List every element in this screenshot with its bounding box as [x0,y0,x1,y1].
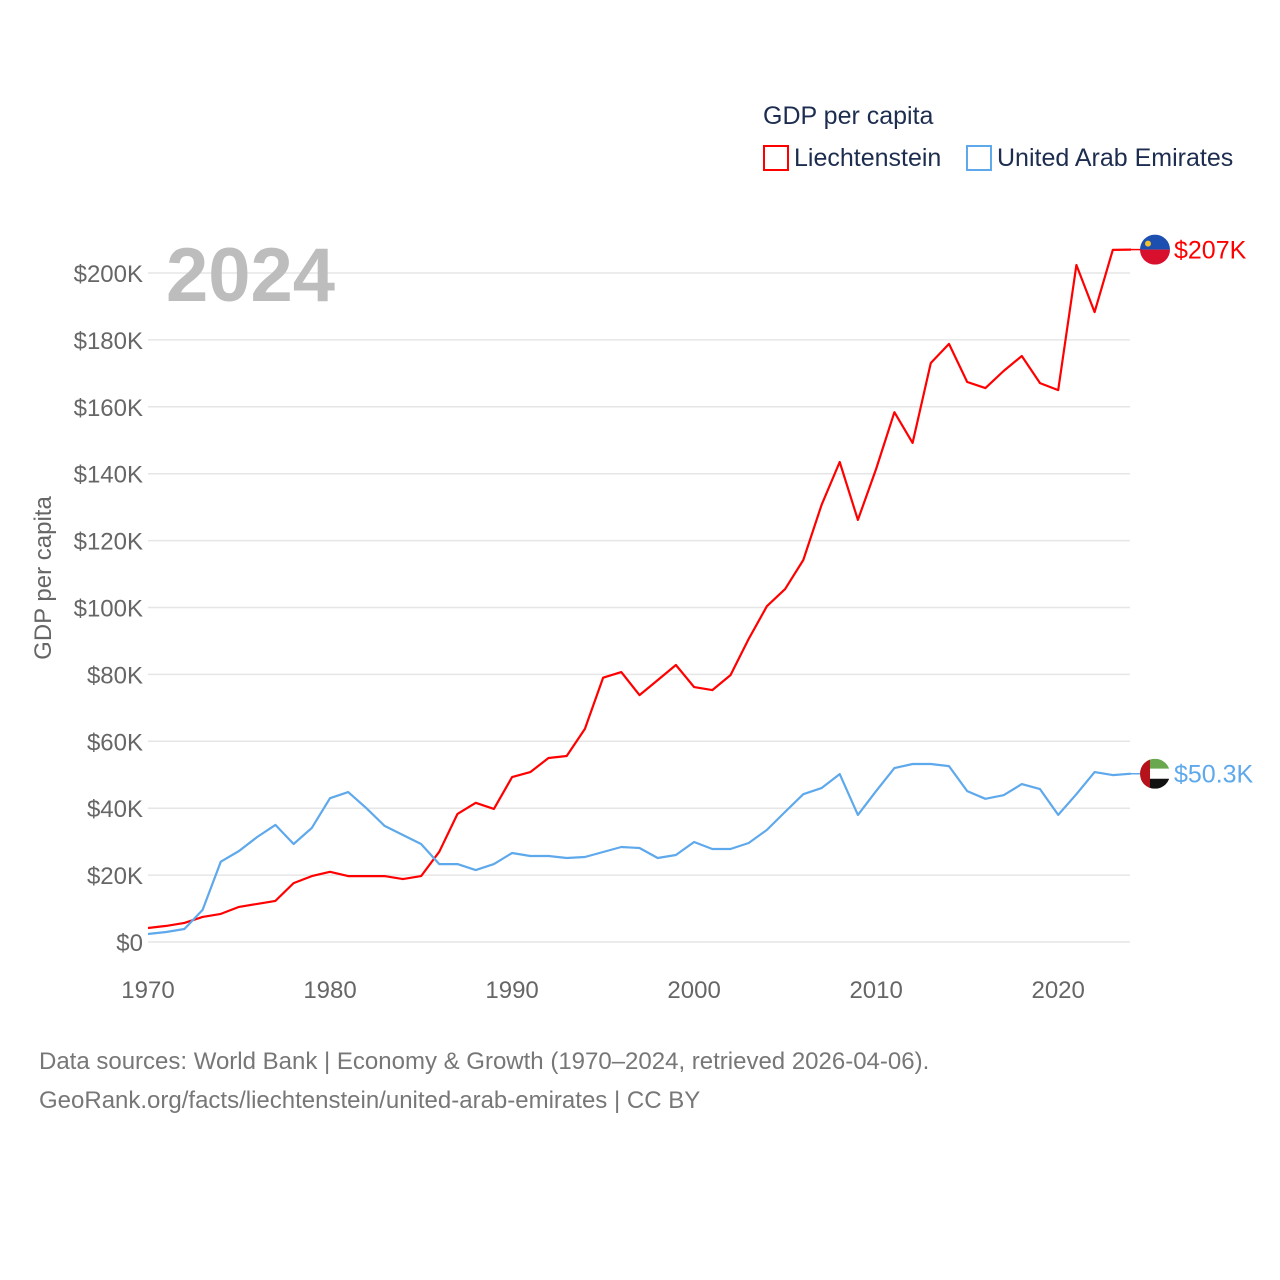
x-tick-label: 1970 [121,977,174,1004]
source-line-2[interactable]: GeoRank.org/facts/liechtenstein/united-a… [39,1087,700,1114]
x-tick-label: 2010 [849,977,902,1004]
series-end-labels: $207K $50.3K [1131,234,1254,789]
y-axis-ticks: $0 $20K $40K $60K $80K $100K $120K $140K $160K $1… [74,261,143,957]
year-label: 2024 [166,233,335,318]
legend-item-liechtenstein[interactable]: Liechtenstein [763,144,941,172]
series-line-uae [147,762,1132,936]
y-tick-label: $200K [74,261,143,288]
y-axis-label: GDP per capita [30,496,57,660]
legend-swatch-uae [966,145,992,171]
legend-item-uae[interactable]: United Arab Emirates [966,144,1233,172]
legend-title: GDP per capita [763,102,934,130]
y-tick-label: $0 [116,930,143,957]
y-tick-label: $100K [74,596,143,623]
legend-label-uae: United Arab Emirates [997,144,1233,172]
end-value-label: $50.3K [1174,761,1254,789]
legend: GDP per capita Liechtenstein United Arab… [763,102,1233,172]
end-value-label: $207K [1174,237,1247,265]
y-tick-label: $140K [74,462,143,489]
y-tick-label: $180K [74,328,143,355]
y-tick-label: $40K [87,796,143,823]
series-line-liechtenstein [147,248,1132,930]
source-line-1: Data sources: World Bank | Economy & Gro… [39,1048,929,1075]
x-tick-label: 1980 [303,977,356,1004]
y-tick-label: $20K [87,863,143,890]
y-tick-label: $80K [87,662,143,689]
x-tick-label: 1990 [485,977,538,1004]
series-lines [147,248,1132,936]
y-tick-label: $60K [87,729,143,756]
legend-swatch-liechtenstein [763,145,789,171]
y-tick-label: $160K [74,395,143,422]
legend-label-liechtenstein: Liechtenstein [794,144,941,172]
x-tick-label: 2000 [667,977,720,1004]
liechtenstein-flag-icon [1140,234,1170,265]
uae-flag-icon [1140,758,1170,789]
y-tick-label: $120K [74,529,143,556]
x-axis-ticks: 1970 1980 1990 2000 2010 2020 [121,977,1085,1004]
x-tick-label: 2020 [1031,977,1084,1004]
